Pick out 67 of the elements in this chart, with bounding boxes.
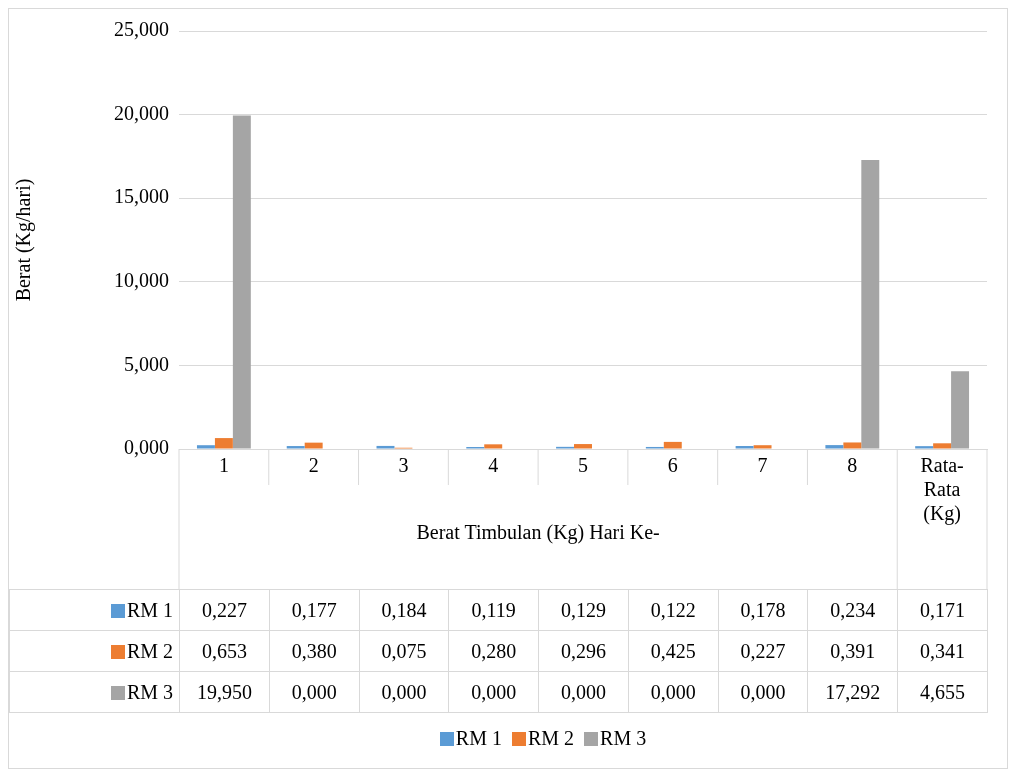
y-axis-title: Berat (Kg/hari) bbox=[12, 178, 36, 302]
data-label: 0,391 bbox=[807, 630, 898, 672]
y-tick-label: 5,000 bbox=[124, 352, 169, 375]
legend-label: RM 1 bbox=[126, 598, 173, 621]
bar bbox=[915, 446, 934, 449]
bar bbox=[214, 438, 233, 449]
bar bbox=[232, 115, 251, 449]
bar bbox=[574, 444, 592, 449]
data-label: 0,296 bbox=[538, 630, 629, 672]
x-tick-label: 7 bbox=[757, 454, 768, 477]
text: RM 1 bbox=[455, 727, 502, 749]
bar bbox=[376, 445, 395, 449]
data-label: 0,227 bbox=[718, 630, 808, 672]
data-label: 0,178 bbox=[718, 589, 808, 631]
data-label: 0,000 bbox=[628, 671, 719, 713]
bar bbox=[825, 445, 844, 449]
y-tick-label: 20,000 bbox=[114, 101, 169, 124]
data-label: 0,000 bbox=[538, 671, 629, 713]
bar bbox=[304, 442, 323, 449]
legend-label: RM 2 bbox=[126, 639, 173, 662]
data-label: 0,129 bbox=[538, 589, 629, 631]
x-tick-label: 8 bbox=[847, 454, 858, 477]
data-label: 0,227 bbox=[179, 589, 270, 631]
y-tick-label: 0,000 bbox=[124, 436, 169, 459]
data-label: 0,122 bbox=[628, 589, 719, 631]
y-tick-label: 10,000 bbox=[114, 269, 169, 292]
bar bbox=[843, 442, 862, 449]
bar bbox=[933, 443, 952, 449]
x-tick-label: 6 bbox=[667, 454, 678, 477]
data-label: 0,000 bbox=[448, 671, 539, 713]
data-label: 0,234 bbox=[807, 589, 898, 631]
bar bbox=[735, 446, 754, 449]
data-label: 0,171 bbox=[897, 589, 988, 631]
data-label: 0,000 bbox=[359, 671, 449, 713]
text: RM 2 bbox=[527, 727, 575, 749]
x-axis-title: Berat Timbulan (Kg) Hari Ke- bbox=[416, 521, 660, 545]
data-label: 0,425 bbox=[628, 630, 719, 672]
data-label: 0,653 bbox=[179, 630, 270, 672]
data-label: 0,280 bbox=[448, 630, 539, 672]
bar bbox=[196, 445, 215, 449]
data-label: 0,184 bbox=[359, 589, 449, 631]
x-tick-label: 1 bbox=[218, 454, 229, 477]
data-label: 0,119 bbox=[448, 589, 539, 631]
y-tick-label: 25,000 bbox=[114, 18, 169, 41]
bar bbox=[951, 371, 970, 449]
data-label: 19,950 bbox=[179, 671, 270, 713]
x-tick-label: Rata-Rata (Kg) bbox=[920, 454, 964, 526]
bar bbox=[753, 445, 772, 449]
x-tick-label: 3 bbox=[398, 454, 409, 477]
data-label: 0,380 bbox=[269, 630, 360, 672]
data-label: 0,000 bbox=[269, 671, 360, 713]
bar bbox=[484, 444, 503, 449]
data-label: 0,177 bbox=[269, 589, 360, 631]
bar bbox=[861, 159, 880, 449]
data-label: 0,000 bbox=[718, 671, 808, 713]
text: RM 3 bbox=[600, 727, 647, 749]
data-label: 17,292 bbox=[807, 671, 898, 713]
bar bbox=[286, 446, 305, 449]
legend-label: RM 3 bbox=[126, 680, 173, 703]
bar bbox=[663, 441, 682, 449]
x-tick-label: 5 bbox=[578, 454, 588, 477]
data-label: 0,341 bbox=[897, 630, 988, 672]
x-tick-label: 2 bbox=[308, 454, 319, 477]
y-tick-label: 15,000 bbox=[114, 185, 169, 208]
data-label: 0,075 bbox=[359, 630, 449, 672]
data-label: 4,655 bbox=[897, 671, 988, 713]
x-tick-label: 4 bbox=[488, 454, 499, 477]
